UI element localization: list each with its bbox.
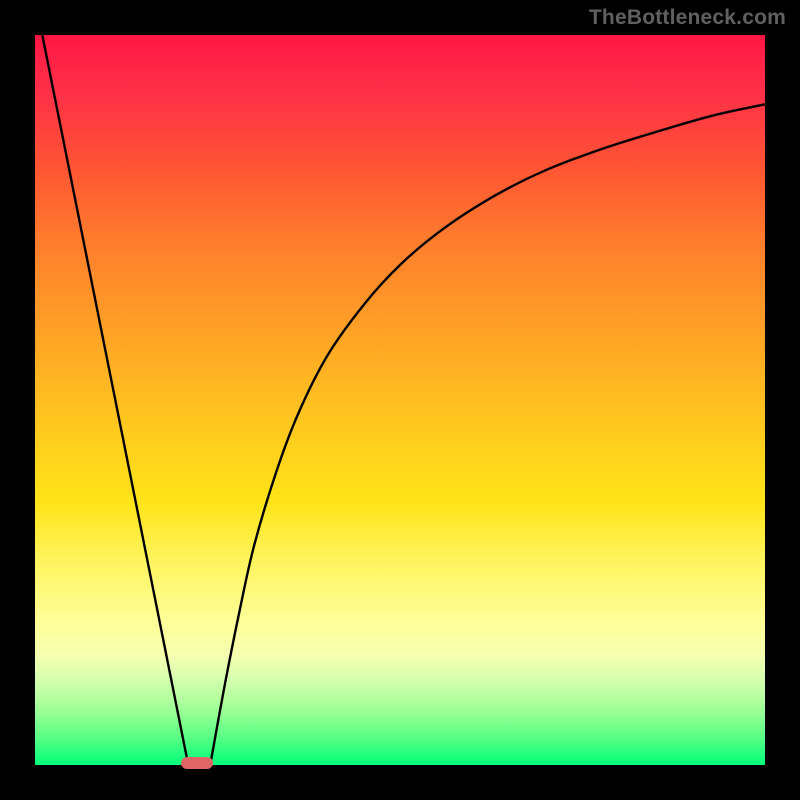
chart-container: TheBottleneck.com bbox=[0, 0, 800, 800]
watermark-text: TheBottleneck.com bbox=[589, 6, 786, 30]
curve-left-segment bbox=[42, 35, 188, 765]
optimal-marker bbox=[181, 757, 213, 769]
bottleneck-curve bbox=[35, 35, 765, 765]
plot-area bbox=[35, 35, 765, 765]
curve-right-segment bbox=[210, 104, 765, 765]
